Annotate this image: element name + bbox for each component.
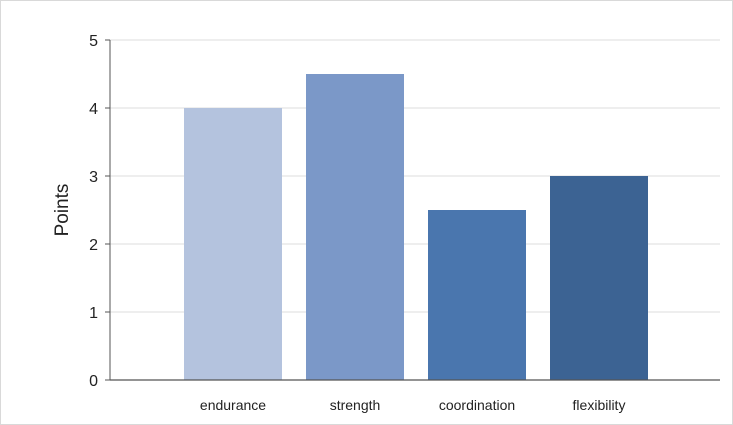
- y-tick-label: 0: [89, 373, 98, 390]
- y-tick-label: 3: [89, 169, 98, 186]
- x-category-label: flexibility: [573, 397, 626, 413]
- y-tick-label: 1: [89, 305, 98, 322]
- y-tick-label: 4: [89, 101, 98, 118]
- x-category-labels: endurance strength coordination flexibility: [200, 397, 626, 413]
- x-category-label: coordination: [439, 397, 515, 413]
- bars: [184, 74, 648, 380]
- y-tick-label: 5: [89, 33, 98, 50]
- axes: [109, 40, 720, 381]
- y-tick-labels: 0 1 2 3 4 5: [89, 33, 110, 390]
- y-tick-label: 2: [89, 237, 98, 254]
- bar-flexibility: [550, 176, 648, 380]
- bar-coordination: [428, 210, 526, 380]
- y-axis-title: Points: [52, 184, 73, 237]
- bar-endurance: [184, 108, 282, 380]
- bar-strength: [306, 74, 404, 380]
- x-category-label: strength: [330, 397, 381, 413]
- x-category-label: endurance: [200, 397, 266, 413]
